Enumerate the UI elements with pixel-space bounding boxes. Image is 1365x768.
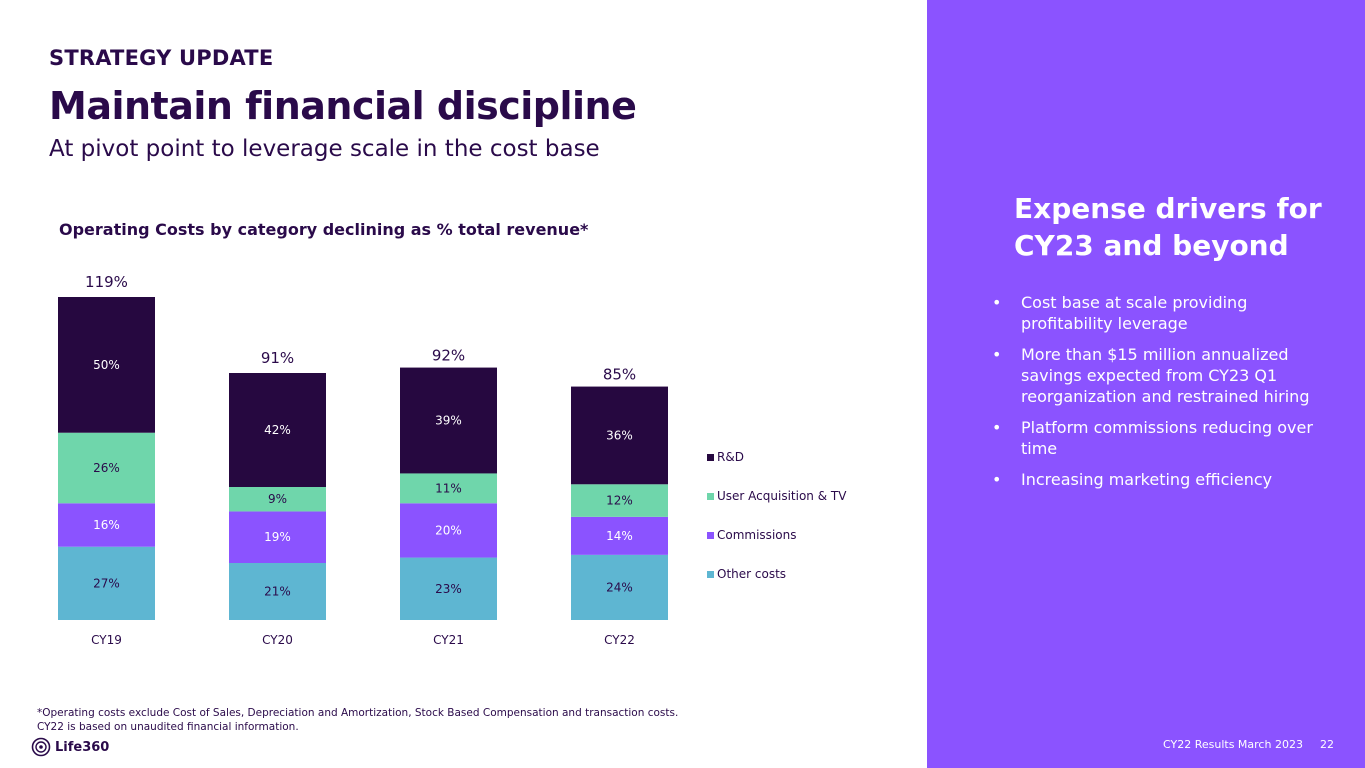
data-label: 50% (93, 358, 120, 372)
bar-segment (400, 557, 497, 620)
bullet-icon: • (992, 470, 1002, 489)
page-subtitle: At pivot point to leverage scale in the … (49, 136, 600, 162)
page-title: Maintain financial discipline (49, 84, 637, 128)
side-panel: Expense drivers for CY23 and beyond • Cos… (927, 0, 1365, 768)
bullet-icon: • (992, 418, 1002, 437)
stacked-bar-chart: 27% 16% 26% 50% 119% CY19 21% 19% 9% 42% 91% CY20 23… (58, 273, 847, 647)
bar-segment (571, 484, 668, 517)
legend-label: User Acquisition & TV (717, 489, 847, 503)
bar-segment (58, 503, 155, 547)
bar-segment (229, 487, 326, 512)
data-label: 20% (435, 523, 462, 537)
x-tick-label: CY19 (91, 633, 122, 647)
data-label: 16% (93, 518, 120, 532)
data-label: 21% (264, 585, 291, 599)
bar-segment (58, 432, 155, 504)
brand-logo: Life360 (31, 737, 109, 757)
legend-label: Commissions (717, 528, 796, 542)
data-label: 24% (606, 580, 633, 594)
footnote-line-1: *Operating costs exclude Cost of Sales, … (37, 707, 679, 719)
list-item: • Increasing marketing efficiency (992, 469, 1332, 490)
bullet-text: Platform commissions reducing over time (1021, 418, 1313, 458)
x-tick-label: CY22 (604, 633, 635, 647)
list-item: • Platform commissions reducing over time (992, 417, 1332, 459)
bullet-text: More than $15 million annualized savings… (1021, 345, 1310, 406)
legend-swatch (707, 454, 714, 461)
bar-segment (229, 511, 326, 563)
footnote-line-2: CY22 is based on unaudited financial inf… (37, 721, 299, 733)
list-item: • More than $15 million annualized saving… (992, 344, 1332, 407)
data-label: 11% (435, 481, 462, 495)
data-label: 36% (606, 428, 633, 442)
bar-segment (400, 503, 497, 558)
bar-segment (58, 546, 155, 620)
legend-swatch (707, 532, 714, 539)
x-tick-label: CY21 (433, 633, 464, 647)
chart-title: Operating Costs by category declining as… (59, 220, 589, 239)
data-label: 14% (606, 529, 633, 543)
bar-segment (58, 297, 155, 433)
total-label: 119% (85, 273, 128, 291)
bullet-text: Increasing marketing efficiency (1021, 470, 1273, 489)
logo-text: Life360 (55, 739, 110, 755)
x-tick-label: CY20 (262, 633, 293, 647)
data-label: 42% (264, 423, 291, 437)
life360-logo-icon (31, 737, 51, 757)
bar-segment (571, 554, 668, 620)
bar-segment (229, 563, 326, 620)
legend-swatch (707, 571, 714, 578)
data-label: 12% (606, 494, 633, 508)
bullet-icon: • (992, 293, 1002, 312)
bullet-icon: • (992, 345, 1002, 364)
bar-segment (400, 473, 497, 504)
list-item: • Cost base at scale providing profitabil… (992, 292, 1332, 334)
data-label: 39% (435, 414, 462, 428)
total-label: 91% (261, 349, 294, 367)
bar-segment (400, 367, 497, 474)
footnote: *Operating costs exclude Cost of Sales, … (37, 706, 678, 734)
data-label: 26% (93, 461, 120, 475)
total-label: 92% (432, 346, 465, 364)
total-label: 85% (603, 365, 636, 383)
bar-segment (571, 516, 668, 555)
bar-segment (571, 386, 668, 485)
legend-label: R&D (717, 450, 744, 464)
bar-segment (229, 373, 326, 487)
legend-swatch (707, 493, 714, 500)
bullet-list: • Cost base at scale providing profitabil… (992, 292, 1332, 500)
bullet-text: Cost base at scale providing profitabili… (1021, 293, 1248, 333)
data-label: 19% (264, 530, 291, 544)
legend-label: Other costs (717, 567, 786, 581)
data-label: 23% (435, 582, 462, 596)
panel-heading: Expense drivers for CY23 and beyond (1014, 192, 1322, 262)
data-label: 9% (268, 492, 287, 506)
data-label: 27% (93, 576, 120, 590)
eyebrow: STRATEGY UPDATE (49, 46, 274, 70)
slide-footer: CY22 Results March 2023 (1163, 738, 1303, 751)
page-number: 22 (1320, 738, 1334, 751)
